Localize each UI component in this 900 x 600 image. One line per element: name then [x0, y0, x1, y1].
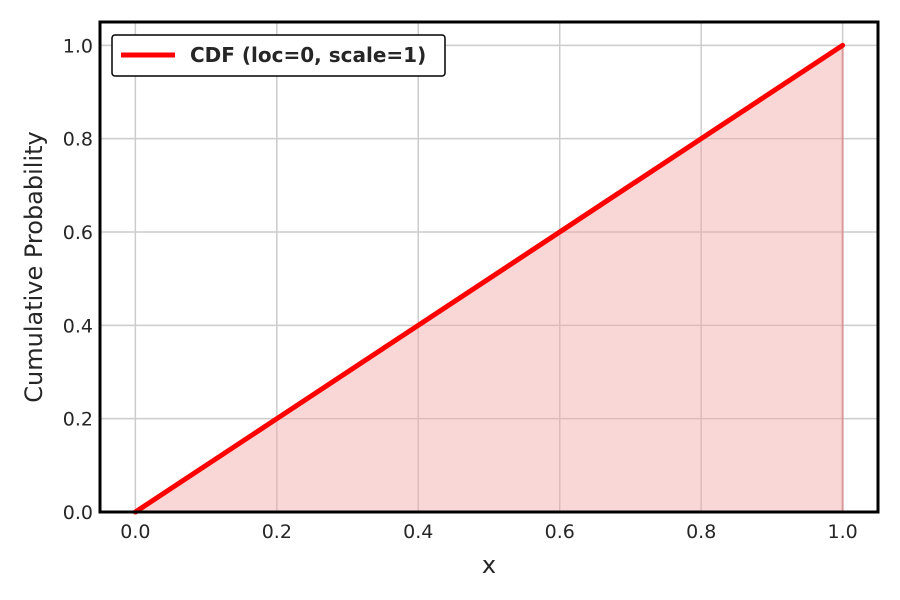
cdf-area-fill: [135, 45, 843, 512]
x-tick-label: 0.0: [120, 521, 150, 543]
x-tick-label: 0.8: [686, 521, 716, 543]
x-tick-label: 0.2: [262, 521, 292, 543]
x-axis-ticks: 0.0 0.2 0.4 0.6 0.8 1.0: [120, 521, 857, 543]
x-tick-label: 0.6: [545, 521, 575, 543]
x-tick-label: 1.0: [828, 521, 858, 543]
legend-box: [111, 34, 446, 77]
x-axis-title: x: [482, 551, 496, 579]
x-tick-label: 0.4: [403, 521, 433, 543]
y-axis-title: Cumulative Probability: [20, 131, 48, 402]
y-axis-ticks: 0.0 0.2 0.4 0.6 0.8 1.0: [63, 35, 93, 524]
y-tick-label: 0.2: [63, 409, 93, 431]
legend: CDF (loc=0, scale=1): [111, 34, 446, 77]
y-tick-label: 0.0: [63, 502, 93, 524]
plot-frame: [98, 20, 880, 514]
y-tick-label: 0.4: [63, 315, 93, 337]
y-tick-label: 0.6: [63, 222, 93, 244]
legend-label: CDF (loc=0, scale=1): [190, 43, 426, 67]
cdf-line: [132, 42, 846, 515]
y-tick-label: 0.8: [63, 129, 93, 151]
y-tick-label: 1.0: [63, 35, 93, 57]
grid: [100, 22, 878, 513]
